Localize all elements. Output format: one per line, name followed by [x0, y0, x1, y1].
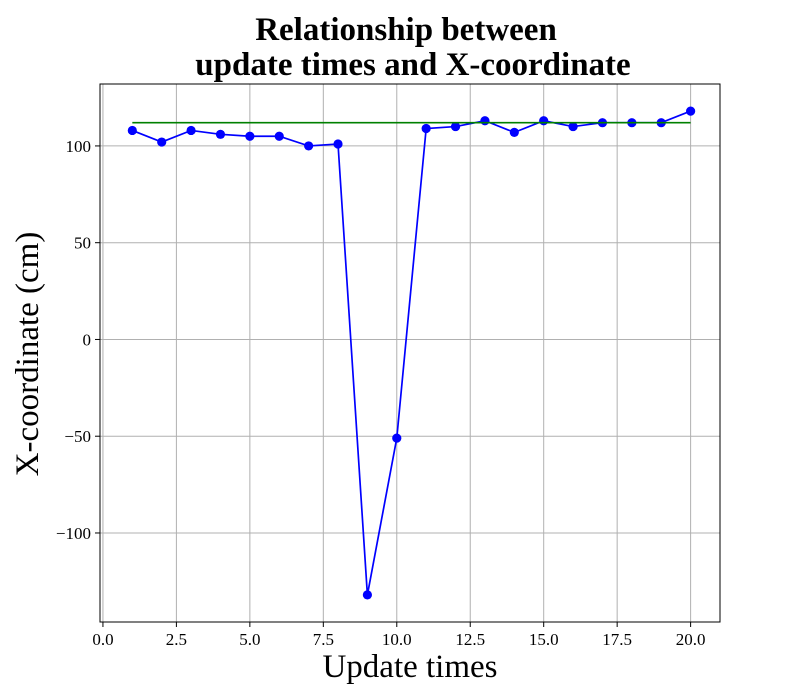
- data-point: [157, 137, 167, 147]
- data-point: [333, 139, 343, 149]
- data-point: [186, 125, 196, 136]
- plot-frame: [99, 83, 721, 623]
- grid: [100, 84, 720, 622]
- data-point: [450, 121, 461, 132]
- data-point: [274, 131, 284, 141]
- y-tick-label: 100: [66, 137, 92, 156]
- data-point: [362, 590, 372, 600]
- y-tick-label: 0: [83, 330, 92, 349]
- x-tick-label: 17.5: [602, 630, 632, 649]
- y-tick-label: −50: [64, 427, 91, 446]
- x-tick-label: 2.5: [166, 630, 187, 649]
- data-point: [392, 433, 402, 443]
- x-tick-label: 20.0: [676, 630, 706, 649]
- x-tick-label: 0.0: [92, 630, 113, 649]
- y-axis-ticks: 100 50 0 −50 −100: [56, 137, 100, 543]
- data-point: [480, 116, 490, 126]
- data-point: [686, 106, 696, 116]
- x-axis-ticks: 0.0 2.5 5.0 7.5 10.0 12.5 15.0 17.5 20.0: [92, 622, 705, 649]
- data-point: [539, 116, 549, 126]
- y-tick-label: 50: [74, 234, 91, 253]
- data-point: [304, 141, 314, 151]
- x-tick-label: 7.5: [313, 630, 334, 649]
- series-line-1: [132, 110, 691, 596]
- data-point: [245, 131, 255, 141]
- x-tick-label: 12.5: [455, 630, 485, 649]
- chart-title-line-2: update times and X-coordinate: [195, 47, 630, 83]
- x-tick-label: 15.0: [529, 630, 559, 649]
- chart-title-line-1: Relationship between: [255, 12, 557, 48]
- data-point: [421, 123, 431, 134]
- y-axis-label: X-coordinate (cm): [10, 232, 46, 477]
- data-point: [568, 121, 578, 132]
- x-tick-label: 5.0: [239, 630, 260, 649]
- x-tick-label: 10.0: [382, 630, 412, 649]
- data-point: [127, 125, 137, 136]
- data-point: [215, 129, 226, 139]
- series-layer: [127, 106, 696, 600]
- x-axis-label: Update times: [322, 649, 497, 685]
- y-tick-label: −100: [56, 524, 91, 543]
- data-point: [509, 127, 519, 137]
